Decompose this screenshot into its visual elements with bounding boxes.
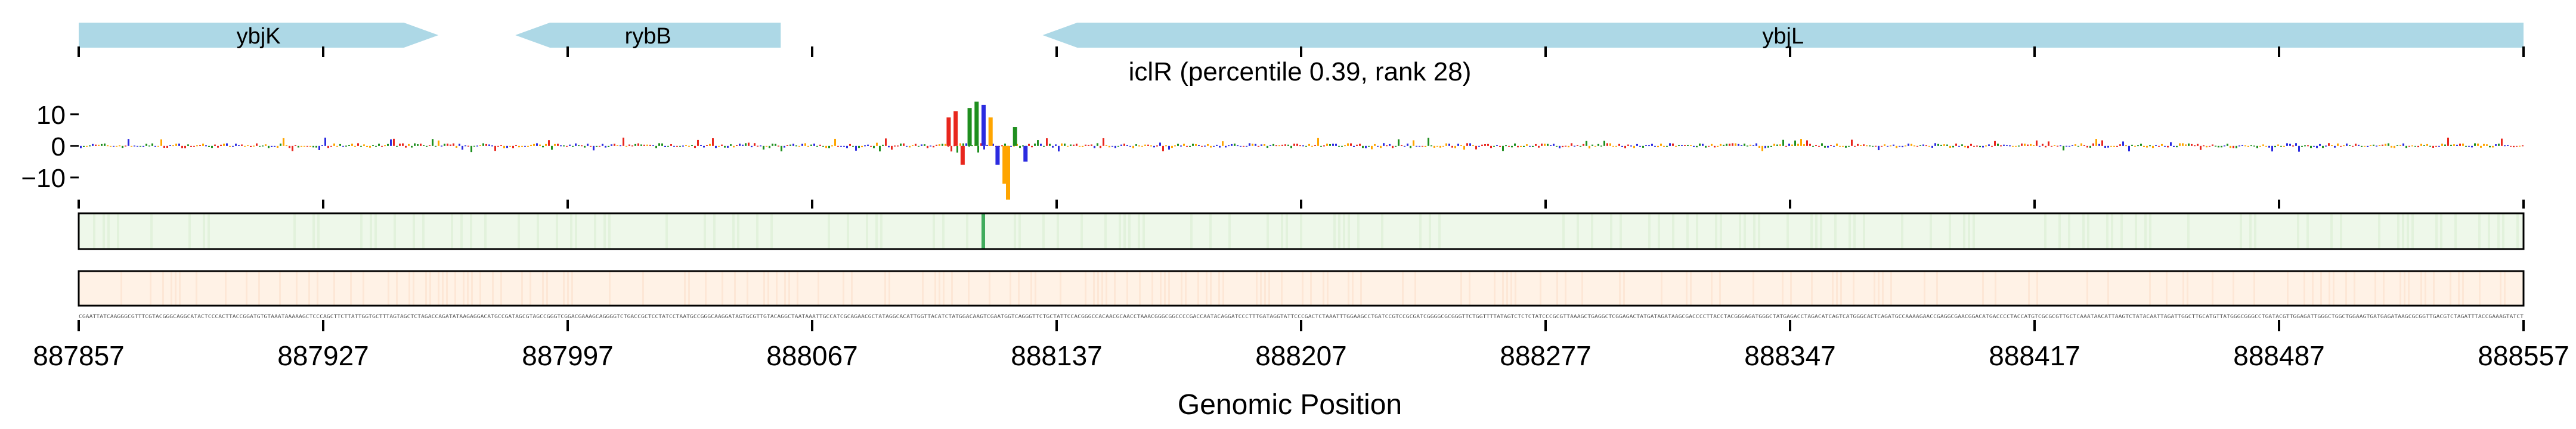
gene-label-rybB: rybB — [625, 24, 671, 49]
y-tick-label-2: −10 — [21, 164, 66, 193]
attribution-track: 100 −10 — [21, 101, 2525, 209]
attribution-peak-3 — [967, 108, 972, 146]
x-tick-label-887927: 887927 — [277, 340, 369, 371]
heatmap-2-background — [79, 271, 2524, 306]
attribution-peak-6 — [988, 117, 993, 146]
y-tick-label-0: 10 — [36, 101, 66, 130]
heatmap-2-frame — [78, 270, 2525, 307]
chart-title: iclR (percentile 0.39, rank 28) — [1129, 57, 1472, 86]
sequence-strip: CGAATTATCAAGGGCGTTTCGTACGGGCAGGCATACTCCC… — [79, 314, 2524, 320]
x-axis-label: Genomic Position — [1178, 389, 1402, 421]
attribution-peak-9 — [1006, 145, 1010, 200]
gene-label-ybjK: ybjK — [237, 24, 281, 49]
y-tick-label-1: 0 — [51, 132, 66, 161]
gene-arrow-ybjK — [79, 23, 439, 48]
x-tick-label-888347: 888347 — [1744, 340, 1836, 371]
heatmap-track-1 — [78, 212, 2525, 250]
gene-label-ybjL: ybjL — [1762, 24, 1804, 49]
heatmap-1-frame — [78, 212, 2525, 250]
x-tick-label-887857: 887857 — [33, 340, 125, 371]
attribution-peak-7 — [995, 145, 1000, 165]
heatmap-1-peak — [982, 213, 985, 249]
x-tick-label-887997: 887997 — [522, 340, 614, 371]
gene-arrow-ybjL — [1042, 23, 2524, 48]
x-tick-label-888067: 888067 — [766, 340, 858, 371]
heatmap-track-2 — [78, 270, 2525, 307]
gene-arrow-rybB — [515, 23, 781, 48]
attribution-peak-10 — [1013, 127, 1017, 146]
x-tick-label-888557: 888557 — [2478, 340, 2569, 371]
attribution-peak-8 — [1002, 145, 1007, 184]
attribution-peak-0 — [946, 117, 951, 146]
attribution-peak-11 — [1023, 145, 1028, 162]
x-tick-label-888207: 888207 — [1255, 340, 1347, 371]
x-tick-label-888277: 888277 — [1500, 340, 1592, 371]
attribution-background-noise — [80, 137, 2524, 153]
sequence-track: CGAATTATCAAGGGCGTTTCGTACGGGCAGGCATACTCCC… — [79, 314, 2524, 320]
attribution-peak-2 — [960, 145, 965, 165]
gene-track-x-ticks — [78, 46, 2525, 57]
attribution-peak-1 — [953, 111, 958, 146]
attribution-peak-4 — [974, 101, 979, 146]
attribution-peak-5 — [982, 104, 986, 146]
gene-track: ybjK rybB ybjL — [79, 23, 2524, 49]
x-tick-label-888137: 888137 — [1011, 340, 1103, 371]
x-tick-label-888487: 888487 — [2233, 340, 2325, 371]
x-tick-label-888417: 888417 — [1989, 340, 2080, 371]
x-axis: 887857 887927 887997 888067 888137 888207 8882… — [33, 320, 2569, 371]
